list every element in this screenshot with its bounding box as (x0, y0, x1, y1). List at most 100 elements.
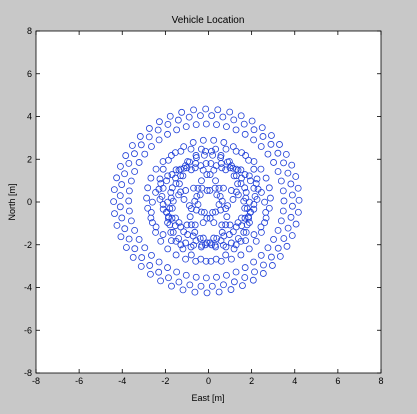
trajectory-point (179, 245, 187, 253)
trajectory-point (198, 208, 205, 216)
trajectory-point (258, 124, 266, 132)
trajectory-point (147, 208, 155, 216)
trajectory-point (217, 237, 225, 245)
trajectory-point (135, 236, 143, 243)
x-tick-label: -8 (32, 376, 40, 386)
trajectory-point (216, 192, 224, 200)
x-tick-label: 8 (378, 376, 383, 386)
trajectory-point (288, 232, 296, 239)
trajectory-point (295, 196, 303, 204)
trajectory-point (222, 221, 230, 229)
trajectory-point (144, 184, 152, 192)
trajectory-point (229, 143, 237, 151)
trajectory-point (232, 223, 240, 231)
trajectory-point (270, 236, 277, 243)
trajectory-point (242, 237, 250, 245)
trajectory-point (284, 224, 292, 232)
trajectory-point (166, 112, 174, 120)
trajectory-point (241, 264, 249, 271)
trajectory-point (128, 142, 136, 149)
trajectory-point (190, 106, 197, 114)
trajectory-point (199, 234, 207, 242)
trajectory-point (190, 184, 197, 192)
trajectory-point (237, 112, 245, 120)
trajectory-point (238, 149, 246, 157)
trajectory-point (172, 180, 180, 187)
trajectory-point (211, 184, 219, 192)
trajectory-point (279, 187, 287, 195)
x-tick-label: 2 (249, 376, 254, 386)
trajectory-point (118, 181, 126, 188)
trajectory-point (177, 165, 185, 173)
trajectory-point (227, 286, 235, 293)
x-tick-label: -6 (75, 376, 83, 386)
trajectory-point (248, 117, 256, 125)
trajectory-point (218, 221, 226, 229)
trajectory-point (250, 126, 258, 134)
trajectory-point (125, 207, 133, 215)
trajectory-point (223, 271, 230, 279)
trajectory-point (206, 171, 214, 178)
plot-area (35, 30, 382, 374)
trajectory-point (265, 184, 273, 192)
trajectory-point (175, 191, 183, 199)
trajectory-point (159, 165, 167, 173)
trajectory-point (197, 162, 205, 170)
trajectory-point (146, 262, 154, 269)
trajectory-point (234, 166, 242, 174)
trajectory-point (199, 136, 207, 144)
trajectory-point (177, 147, 185, 155)
trajectory-point (154, 126, 162, 134)
trajectory-point (251, 268, 258, 276)
trajectory-point (266, 194, 274, 202)
y-tick-label: 0 (27, 197, 32, 207)
y-tick-label: 8 (27, 26, 32, 36)
trajectory-point (265, 204, 273, 212)
trajectory-point (131, 226, 139, 234)
trajectory-point (220, 139, 228, 146)
trajectory-point (226, 108, 234, 116)
trajectory-point (156, 195, 164, 203)
trajectory-point (187, 221, 195, 229)
trajectory-point (258, 228, 265, 236)
trajectory-point (163, 208, 170, 216)
trajectory-point (234, 180, 242, 188)
y-tick-label: -8 (24, 368, 32, 378)
trajectory-point (196, 235, 204, 242)
trajectory-point (246, 219, 253, 227)
trajectory-point (192, 152, 200, 159)
trajectory-point (175, 166, 183, 174)
trajectory-point (200, 208, 208, 216)
trajectory-point (207, 160, 215, 167)
trajectory-point (163, 177, 170, 185)
trajectory-point (250, 136, 258, 144)
trajectory-point (194, 184, 202, 192)
trajectory-point (182, 239, 190, 247)
trajectory-point (258, 188, 265, 196)
trajectory-point (241, 204, 249, 212)
trajectory-point (240, 120, 248, 128)
trajectory-point (117, 162, 124, 170)
trajectory-point (164, 130, 171, 138)
trajectory-point (122, 152, 130, 159)
trajectory-point (185, 113, 193, 121)
trajectory-point (209, 151, 217, 159)
trajectory-point (183, 221, 191, 229)
trajectory-point (234, 191, 242, 199)
trajectory-point (274, 244, 282, 252)
trajectory-point (247, 208, 254, 216)
trajectory-point (226, 221, 234, 229)
trajectory-point (197, 145, 205, 153)
trajectory-point (223, 123, 230, 130)
y-axis-label: North [m] (7, 183, 17, 220)
trajectory-point (294, 208, 302, 216)
trajectory-point (214, 106, 222, 114)
trajectory-point (230, 278, 238, 286)
trajectory-point (155, 268, 163, 276)
axis-ticks: -8 -6 -4 -2 0 2 4 6 8 -8 -6 -4 -2 0 2 4 6 8 (24, 26, 384, 386)
trajectory-point (242, 188, 250, 196)
trajectory-point (238, 214, 245, 222)
trajectory-point (215, 184, 223, 192)
trajectory-point (177, 241, 185, 249)
